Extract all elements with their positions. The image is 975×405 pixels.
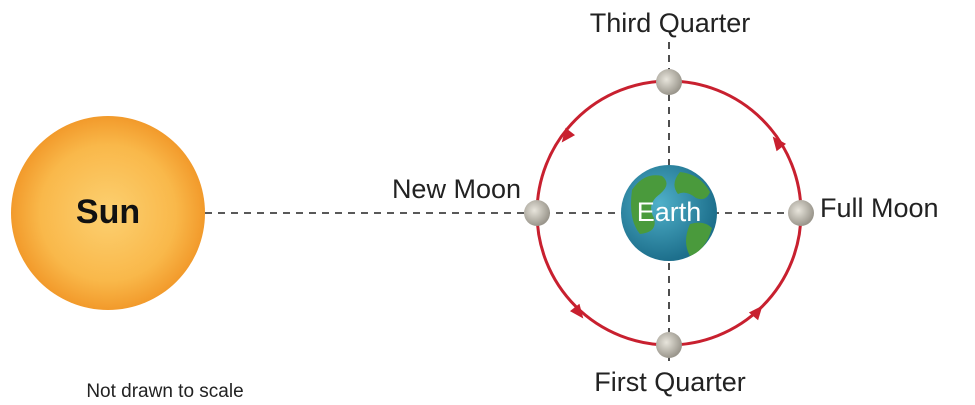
earth-label: Earth xyxy=(637,197,702,227)
moon-full xyxy=(788,200,814,226)
sun xyxy=(11,116,205,310)
moon-new xyxy=(524,200,550,226)
phase-label: First Quarter xyxy=(594,367,746,397)
earth-land xyxy=(631,172,712,256)
moon-first-quarter xyxy=(656,332,682,358)
phase-label: Full Moon xyxy=(820,193,939,223)
sun-label: Sun xyxy=(76,193,140,231)
orbit-arrows xyxy=(561,127,787,321)
phase-label: Third Quarter xyxy=(590,8,751,38)
phase-label: New Moon xyxy=(392,174,521,204)
scale-note: Not drawn to scale xyxy=(86,381,243,402)
moon-third-quarter xyxy=(656,69,682,95)
